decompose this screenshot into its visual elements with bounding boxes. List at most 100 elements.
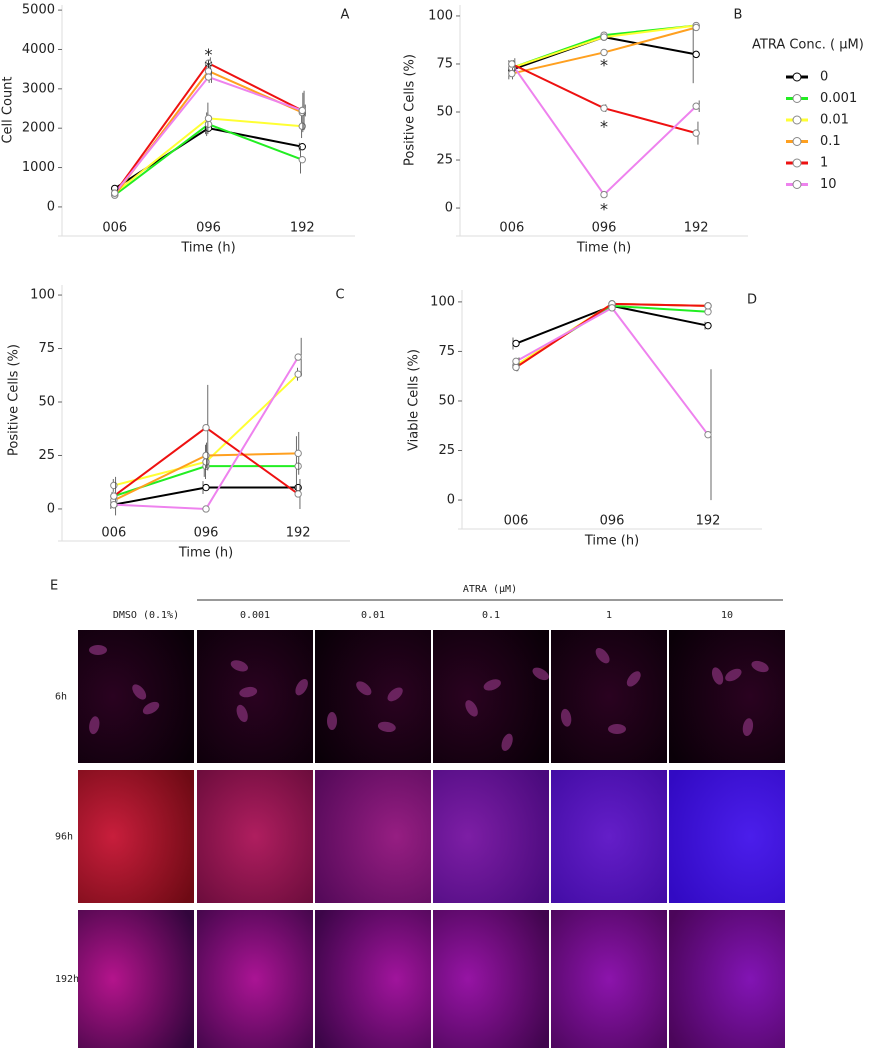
micrograph: [433, 910, 549, 1048]
x-axis-label: Time (h): [180, 241, 235, 256]
data-point: [692, 129, 700, 137]
annotation: *: [600, 56, 608, 75]
column-label: 0.1: [482, 610, 500, 621]
micrograph: [551, 770, 667, 903]
series-line: [515, 306, 709, 436]
legend-label: 0.001: [820, 91, 857, 106]
cell-blob: [387, 687, 403, 702]
legend-label: 1: [820, 156, 828, 171]
micrograph: [551, 630, 667, 763]
annotation: *: [205, 57, 213, 76]
data-point: [704, 308, 712, 316]
y-axis-label: Viable Cells (%): [407, 349, 422, 451]
data-point: [298, 106, 306, 115]
column-label: 0.001: [240, 610, 270, 621]
y-axis-label: Cell Count: [1, 76, 16, 143]
cell-blob: [89, 645, 107, 655]
data-point: [202, 423, 210, 432]
micrograph: [551, 910, 667, 1048]
series-line: [515, 304, 709, 367]
cell-blob: [532, 667, 549, 681]
y-axis-label: Positive Cells (%): [403, 54, 418, 166]
data-point: [608, 304, 616, 312]
y-tick-label: 25: [436, 153, 453, 168]
data-point: [512, 363, 520, 371]
series-line: [113, 465, 299, 498]
annotation: *: [205, 45, 213, 64]
annotation: *: [600, 117, 608, 136]
micrograph: [315, 770, 431, 903]
legend-marker: [792, 94, 802, 103]
micrograph: [197, 630, 313, 763]
data-point: [600, 48, 608, 57]
x-tick-label: 192: [290, 221, 315, 236]
data-point: [202, 505, 210, 513]
legend-marker: [792, 158, 802, 168]
panel-label: B: [734, 8, 743, 23]
data-point: [508, 69, 516, 78]
data-point: [202, 451, 210, 460]
cell-blob: [560, 708, 572, 727]
y-tick-label: 75: [436, 56, 453, 71]
data-point: [110, 492, 118, 500]
data-point: [294, 490, 302, 498]
y-tick-label: 0: [47, 199, 55, 214]
cell-blob: [465, 700, 478, 717]
y-tick-label: 25: [438, 443, 455, 458]
x-tick-label: 192: [286, 526, 311, 541]
series-line: [515, 302, 709, 369]
y-tick-label: 25: [38, 448, 55, 463]
micrograph: [669, 770, 785, 903]
x-axis-label: Time (h): [584, 534, 639, 549]
legend-label: 10: [820, 177, 837, 192]
y-tick-label: 2000: [22, 121, 55, 136]
series-line: [515, 302, 709, 369]
y-tick-label: 75: [438, 344, 455, 359]
micrograph: [197, 910, 313, 1048]
x-tick-label: 192: [684, 221, 709, 236]
data-point: [298, 155, 306, 164]
data-point: [294, 370, 302, 378]
legend-label: 0.1: [820, 134, 841, 149]
y-tick-label: 0: [47, 501, 55, 516]
micrograph: [315, 630, 431, 763]
x-tick-label: 006: [499, 221, 524, 236]
data-point: [204, 114, 213, 123]
legend-marker: [792, 115, 802, 125]
data-point: [692, 23, 700, 32]
data-point: [110, 500, 118, 509]
cell-blob: [742, 718, 754, 737]
legend-marker: [792, 137, 802, 146]
y-tick-label: 5000: [22, 3, 55, 18]
data-point: [204, 59, 213, 67]
data-point: [704, 302, 712, 310]
micrograph: [669, 630, 785, 763]
x-tick-label: 096: [194, 526, 219, 541]
cell-blob: [236, 704, 248, 723]
row-label: 96h: [55, 832, 73, 843]
cell-blob: [483, 679, 501, 691]
y-tick-label: 50: [436, 104, 453, 119]
data-point: [294, 353, 302, 361]
x-tick-label: 006: [101, 526, 126, 541]
cell-blob: [239, 686, 258, 698]
y-tick-label: 100: [430, 294, 455, 309]
data-point: [692, 102, 700, 110]
data-point: [202, 458, 210, 466]
data-point: [298, 122, 306, 130]
y-tick-label: 100: [30, 288, 55, 303]
data-point: [294, 462, 302, 470]
x-axis-label: Time (h): [576, 241, 631, 256]
cell-blob: [626, 671, 641, 687]
cell-blob: [295, 678, 308, 696]
y-tick-label: 75: [38, 341, 55, 356]
data-point: [600, 190, 608, 199]
legend-title: ATRA Conc. ( μM): [752, 38, 864, 53]
data-point: [298, 142, 306, 151]
legend-marker: [792, 72, 802, 82]
micrograph: [669, 910, 785, 1048]
y-tick-label: 50: [438, 393, 455, 408]
column-label: 0.01: [361, 610, 385, 621]
cell-blob: [89, 716, 100, 735]
legend-label: 0: [820, 70, 828, 85]
